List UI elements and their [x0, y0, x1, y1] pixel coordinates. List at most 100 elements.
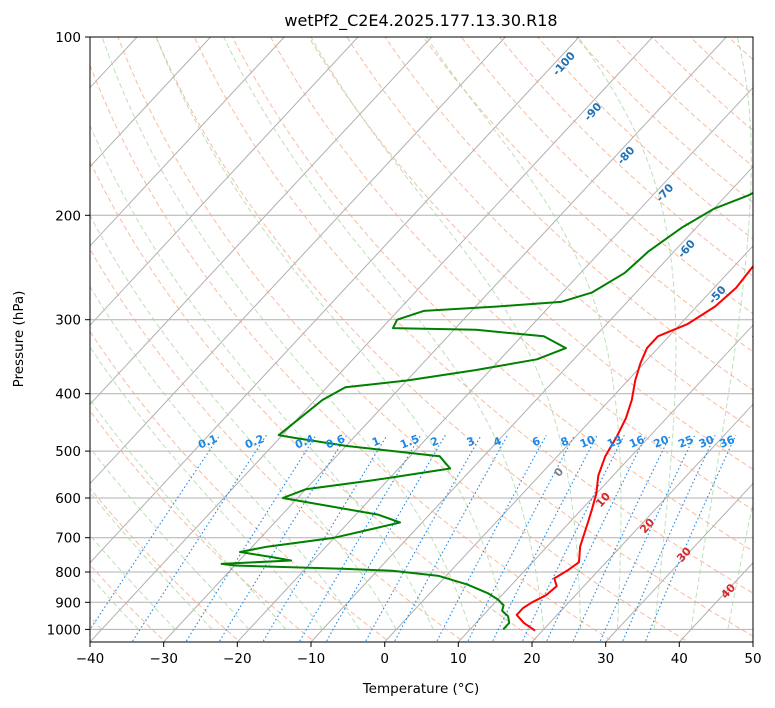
moist-adiabat-line [155, 37, 508, 630]
x-tick-label: 10 [450, 651, 467, 667]
x-tick-label: 20 [523, 651, 540, 667]
mixing-ratio-line [325, 434, 446, 642]
isotherm-line [90, 37, 212, 168]
x-axis-label: Temperature (°C) [362, 681, 480, 697]
mixing-ratio-label: 20 [652, 433, 671, 451]
isotherm-line [90, 37, 654, 642]
mixing-ratio-line [393, 434, 509, 642]
mixing-ratio-line [521, 434, 625, 642]
dry-adiabat-line [117, 37, 690, 642]
moist-adiabat-line [577, 37, 677, 630]
isotherm-line [90, 37, 359, 326]
mixing-ratio-label: 13 [605, 433, 624, 451]
moist-adiabat-line [101, 37, 471, 630]
moist-adiabat-label: -100 [550, 49, 578, 78]
mixing-ratio-label: 8 [559, 434, 571, 449]
dry-adiabat-line [90, 63, 615, 642]
dry-adiabat-line [422, 37, 753, 353]
moist-adiabat-label: -80 [615, 144, 638, 168]
background-grid [0, 24, 753, 645]
mixing-ratio-line [435, 434, 547, 642]
dewpoint-trace [220, 191, 753, 631]
mixing-ratio-label: 2 [429, 434, 441, 449]
dry-adiabat-line [727, 37, 753, 61]
y-tick-label: 1000 [47, 622, 81, 638]
mixing-ratio-line [185, 434, 317, 642]
mixing-ratio-label: 0.1 [196, 432, 219, 451]
x-tick-label: 40 [671, 651, 688, 667]
mixing-ratio-line [644, 434, 737, 642]
mixing-ratio-line [298, 434, 422, 642]
isopleth-labels: 0.1 0.2 0.4 0.6 1 1.5 2 3 4 6 8 10 13 16 20 25 30 36-100-… [196, 49, 770, 601]
dry-adiabat-line [193, 37, 753, 594]
isotherm-line [0, 24, 2, 645]
moist-adiabat-line [90, 534, 176, 630]
mixing-ratio-line [90, 434, 221, 631]
x-tick-label: 30 [597, 651, 614, 667]
isotherm-line [90, 37, 433, 406]
x-tick-label: 50 [744, 651, 761, 667]
moist-adiabat-line [90, 398, 287, 630]
isotherm-line [90, 37, 507, 485]
series-layer [220, 191, 753, 632]
mixing-ratio-label: 0.2 [243, 432, 266, 451]
isotherm-line [383, 245, 753, 642]
mixing-ratio-line [572, 434, 671, 642]
isotherm-line [604, 482, 753, 642]
y-tick-label: 600 [55, 491, 81, 507]
moist-adiabat-line [310, 37, 581, 630]
isotherm-line [752, 641, 753, 642]
moist-adiabat-line [90, 447, 250, 630]
temperature-trace [515, 264, 753, 632]
moist-adiabat-line [90, 214, 397, 630]
plot-frame [89, 36, 754, 643]
mixing-ratio-line [262, 434, 388, 642]
y-tick-label: 300 [55, 313, 81, 329]
y-tick-label: 500 [55, 444, 81, 460]
dry-adiabat-line [90, 487, 241, 642]
dry-adiabat-line [460, 37, 753, 315]
moist-adiabat-line [90, 345, 324, 630]
isotherm-line [457, 324, 753, 642]
dry-adiabat-line [90, 248, 465, 642]
moist-adiabat-line [425, 37, 622, 630]
y-tick-label: 400 [55, 387, 81, 403]
dry-adiabat-line [537, 37, 753, 240]
x-tick-label: 0 [380, 651, 389, 667]
y-tick-label: 100 [55, 30, 81, 46]
moist-adiabat-line [90, 124, 434, 630]
mixing-ratio-line [131, 434, 267, 642]
chart-title: wetPf2_C2E4.2025.177.13.30.R18 [284, 11, 557, 31]
dry-adiabat-line [231, 37, 753, 552]
dry-adiabat-label: 0 [552, 465, 567, 480]
mixing-ratio-label: 16 [627, 433, 646, 451]
x-tick-label: −20 [223, 651, 252, 667]
dry-adiabat-line [155, 37, 753, 637]
mixing-ratio-line [599, 434, 696, 642]
moist-adiabat-label: -40 [747, 318, 770, 342]
dry-adiabat-line [90, 330, 391, 642]
moist-adiabat-line [90, 491, 213, 630]
mixing-ratio-label: 3 [465, 434, 477, 449]
y-tick-label: 200 [55, 208, 81, 224]
dry-adiabat-line [90, 160, 540, 642]
isotherm-line [162, 37, 728, 642]
moist-adiabat-label: -50 [706, 283, 729, 307]
y-tick-label: 900 [55, 595, 81, 611]
mixing-ratio-label: 10 [578, 433, 597, 451]
moist-adiabat-label: -90 [582, 100, 605, 124]
dry-adiabat-line [689, 37, 753, 96]
mixing-ratio-line [466, 434, 576, 642]
moist-adiabat-label: -60 [675, 237, 698, 261]
dry-adiabat-line [651, 37, 753, 132]
moist-adiabat-line [90, 575, 139, 630]
axes: −40 −30 −20 −10 0 10 20 30 40 5010020030040050060… [47, 30, 762, 667]
x-tick-label: −30 [149, 651, 178, 667]
dry-adiabat-line [308, 37, 753, 470]
y-tick-label: 700 [55, 531, 81, 547]
mixing-ratio-label: 0.4 [293, 432, 316, 451]
mixing-ratio-line [545, 434, 647, 642]
y-axis-label: Pressure (hPa) [11, 291, 27, 388]
y-tick-label: 800 [55, 565, 81, 581]
